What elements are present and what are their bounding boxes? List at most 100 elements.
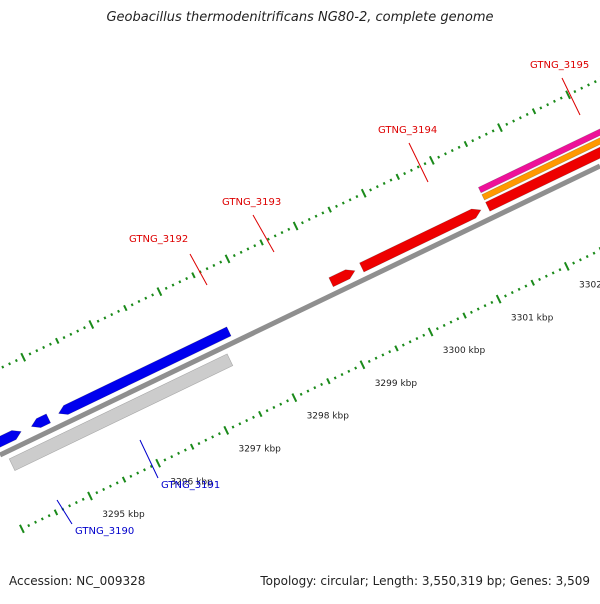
inner-tick (389, 351, 390, 353)
inner-tick (369, 360, 370, 362)
outer-tick (152, 294, 153, 296)
accession-text: Accession: NC_009328 (9, 574, 145, 588)
outer-tick (132, 304, 133, 306)
outer-tick (111, 313, 112, 315)
inner-tick (35, 521, 36, 523)
gene-label[interactable]: GTNG_3191 (161, 480, 220, 491)
inner-tick (360, 361, 364, 369)
feature-layer (0, 101, 600, 496)
outer-tick (70, 333, 71, 335)
inner-tick (212, 436, 213, 438)
inner-tick (164, 459, 165, 461)
inner-tick (565, 262, 569, 270)
inner-tick (205, 439, 206, 441)
outer-tick (533, 109, 536, 114)
outer-tick (370, 189, 371, 191)
gene-feature[interactable] (29, 414, 50, 431)
outer-tick (281, 231, 282, 233)
outer-tick (241, 251, 242, 253)
outer-tick (179, 281, 180, 283)
inner-tick (110, 485, 111, 487)
outer-tick (322, 212, 323, 214)
inner-tick (593, 252, 594, 254)
inner-tick (403, 344, 404, 346)
inner-tick (485, 305, 486, 307)
inner-tick (437, 328, 438, 330)
inner-tick (307, 390, 308, 392)
inner-tick (253, 416, 254, 418)
outer-tick (547, 104, 548, 106)
inner-tick (137, 472, 138, 474)
outer-tick (445, 153, 446, 155)
inner-tick (259, 411, 262, 416)
outer-tick (234, 254, 235, 256)
outer-tick (486, 133, 487, 135)
outer-tick (288, 228, 289, 230)
gene-label[interactable]: GTNG_3193 (222, 197, 281, 208)
tick-row-inner (20, 213, 600, 533)
inner-tick (246, 419, 247, 421)
inner-tick (416, 337, 417, 339)
scale-label: 3297 kbp (238, 445, 281, 455)
inner-tick (546, 275, 547, 277)
scale-label: 3299 kbp (375, 379, 418, 389)
outer-tick (172, 284, 173, 286)
outer-tick (138, 300, 139, 302)
gene-leader-line (562, 78, 580, 115)
scale-label: 3298 kbp (307, 412, 350, 422)
gene-label[interactable]: GTNG_3192 (129, 234, 188, 245)
outer-tick (479, 136, 480, 138)
gene-feature[interactable] (9, 354, 233, 471)
inner-tick (185, 449, 186, 451)
inner-tick (219, 433, 220, 435)
outer-tick (50, 343, 51, 345)
gene-label[interactable]: GTNG_3194 (378, 125, 437, 136)
topology-summary: Topology: circular; Length: 3,550,319 bp… (260, 574, 590, 588)
outer-tick (561, 97, 562, 99)
outer-tick (498, 124, 502, 132)
inner-tick (348, 370, 349, 372)
inner-tick (28, 524, 29, 526)
inner-tick (287, 400, 288, 402)
inner-tick (512, 291, 513, 293)
inner-tick (587, 255, 588, 257)
gene-leader-line (190, 254, 207, 285)
outer-tick (362, 189, 366, 197)
outer-tick (247, 248, 248, 250)
outer-tick (465, 141, 468, 146)
gene-feature[interactable] (360, 206, 484, 272)
inner-tick (130, 475, 131, 477)
gene-label[interactable]: GTNG_3190 (75, 526, 134, 537)
inner-tick (382, 354, 383, 356)
inner-tick (410, 341, 411, 343)
scale-label: 3301 kbp (511, 313, 554, 323)
inner-tick (497, 295, 501, 303)
inner-tick (505, 295, 506, 297)
outer-tick (309, 218, 310, 220)
inner-tick (444, 324, 445, 326)
inner-tick (191, 444, 194, 449)
outer-tick (186, 277, 187, 279)
outer-tick (520, 117, 521, 119)
inner-tick (49, 515, 50, 517)
inner-tick (88, 492, 92, 500)
outer-tick (459, 146, 460, 148)
inner-tick (463, 313, 466, 318)
inner-tick (553, 272, 554, 274)
outer-tick (472, 140, 473, 142)
inner-tick (83, 498, 84, 500)
outer-tick (21, 353, 25, 361)
outer-tick (84, 327, 85, 329)
scale-label: 3295 kbp (102, 510, 145, 520)
inner-tick (301, 393, 302, 395)
inner-tick (580, 259, 581, 261)
outer-tick (411, 169, 412, 171)
inner-tick (156, 459, 160, 467)
outer-tick (384, 182, 385, 184)
gene-label[interactable]: GTNG_3195 (530, 60, 589, 71)
inner-tick (327, 378, 330, 383)
inner-tick (239, 423, 240, 425)
inner-tick (491, 301, 492, 303)
tick-row-outer (0, 74, 600, 394)
outer-tick (9, 363, 10, 365)
